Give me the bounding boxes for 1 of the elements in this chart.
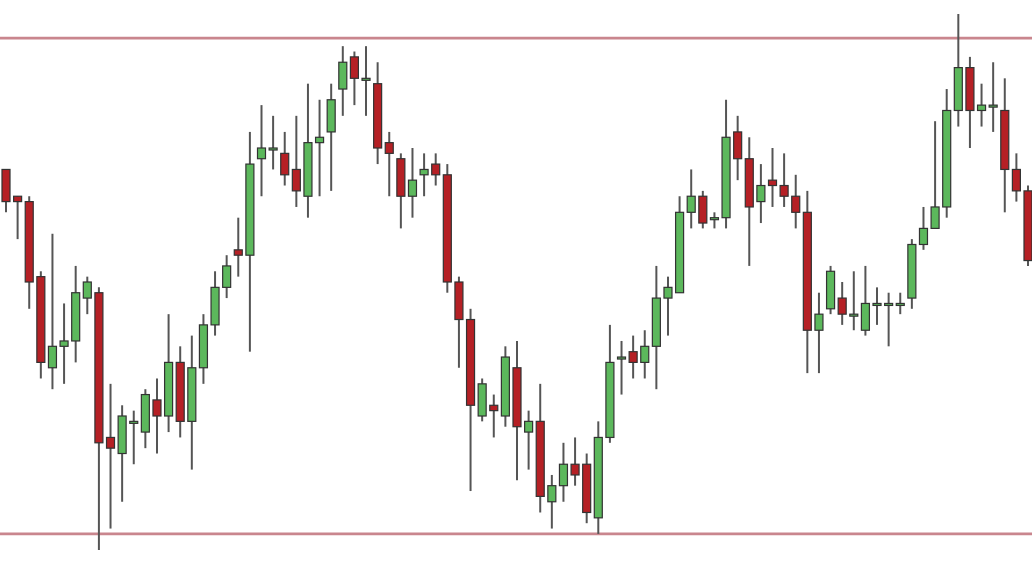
candlestick bbox=[326, 82, 336, 192]
